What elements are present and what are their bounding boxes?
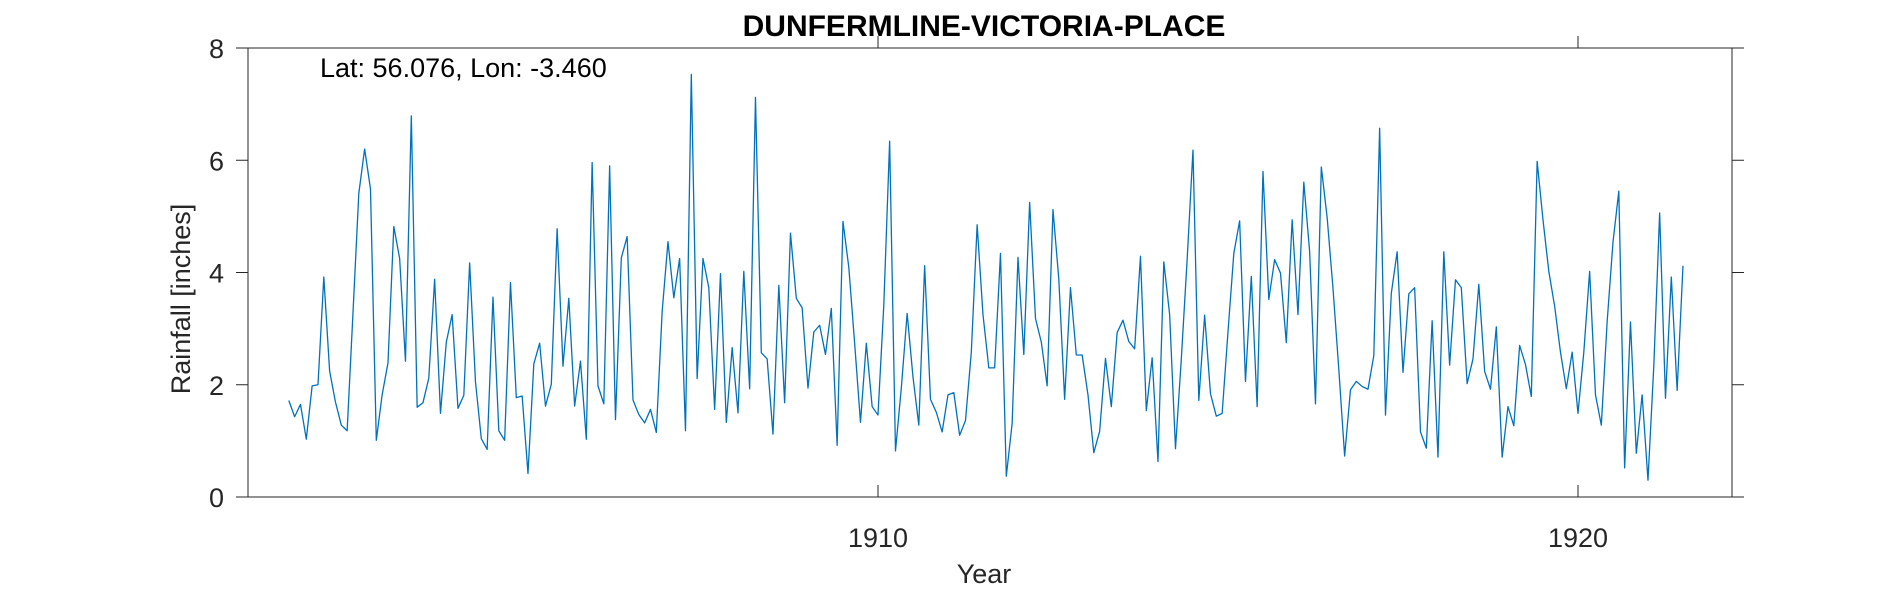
axes: 0 2 4 6 8 1910 1920 — [209, 34, 1744, 553]
y-tick-label: 6 — [209, 146, 224, 176]
y-tick-label: 2 — [209, 371, 224, 401]
x-tick-label: 1910 — [848, 523, 908, 553]
y-tick-label: 8 — [209, 34, 224, 64]
rainfall-series-line — [288, 73, 1684, 481]
chart-title: DUNFERMLINE-VICTORIA-PLACE — [743, 10, 1226, 43]
x-axis-label: Year — [957, 559, 1012, 589]
location-annotation: Lat: 56.076, Lon: -3.460 — [320, 53, 607, 83]
x-tick-label: 1920 — [1548, 523, 1608, 553]
y-tick-label: 4 — [209, 259, 224, 289]
y-tick-label: 0 — [209, 483, 224, 513]
y-axis-label: Rainfall [inches] — [166, 204, 196, 395]
series-layer — [288, 73, 1684, 481]
